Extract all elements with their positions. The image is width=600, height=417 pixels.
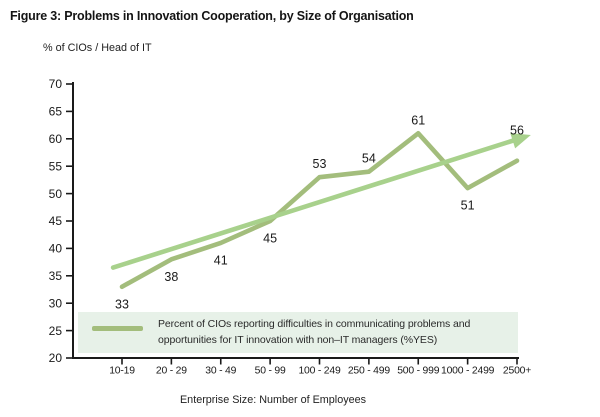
y-tick-label: 60 bbox=[49, 132, 63, 146]
y-tick-label: 40 bbox=[49, 242, 63, 256]
legend-label-line1: Percent of CIOs reporting difficulties i… bbox=[158, 318, 471, 330]
data-series-line bbox=[119, 131, 520, 290]
x-tick-label: 250 - 499 bbox=[348, 366, 391, 377]
y-tick-label: 45 bbox=[49, 214, 63, 228]
figure-title: Figure 3: Problems in Innovation Coopera… bbox=[10, 9, 414, 23]
y-tick-label: 30 bbox=[49, 296, 63, 310]
legend: Percent of CIOs reporting difficulties i… bbox=[78, 312, 518, 353]
x-tick-label: 50 - 99 bbox=[255, 366, 286, 377]
x-tick-label: 100 - 249 bbox=[298, 366, 341, 377]
x-tick-label: 1000 - 2499 bbox=[441, 366, 495, 377]
point-value-label: 41 bbox=[214, 253, 228, 267]
y-tick-label: 20 bbox=[49, 351, 63, 365]
point-value-label: 38 bbox=[164, 270, 178, 284]
y-tick-label: 65 bbox=[49, 105, 63, 119]
x-axis-title: Enterprise Size: Number of Employees bbox=[179, 394, 367, 406]
legend-label-line2: opportunities for IT innovation with non… bbox=[158, 333, 438, 346]
y-tick-label: 55 bbox=[49, 159, 63, 173]
y-axis-unit-label: % of CIOs / Head of IT bbox=[43, 42, 152, 54]
point-value-label: 61 bbox=[411, 113, 425, 127]
y-tick-label: 25 bbox=[49, 324, 63, 338]
legend-line-sample bbox=[92, 326, 143, 331]
x-tick-label: 500 - 999 bbox=[397, 366, 440, 377]
y-tick-label: 35 bbox=[49, 269, 63, 283]
x-tick-label: 30 - 49 bbox=[205, 366, 236, 377]
y-tick-label: 70 bbox=[49, 77, 63, 91]
point-value-label: 33 bbox=[115, 297, 129, 311]
trend-arrow-head bbox=[510, 133, 531, 149]
x-tick-label: 10-19 bbox=[109, 366, 135, 377]
point-value-label: 56 bbox=[510, 124, 524, 138]
x-tick-label: 2500+ bbox=[503, 366, 531, 377]
y-tick-label: 50 bbox=[49, 187, 63, 201]
point-value-label: 53 bbox=[313, 157, 327, 171]
x-tick-label: 20 - 29 bbox=[156, 366, 187, 377]
trend-arrow-shaft bbox=[110, 137, 519, 270]
legend-label: Percent of CIOs reporting difficulties i… bbox=[158, 317, 470, 349]
point-value-label: 54 bbox=[362, 152, 376, 166]
point-value-label: 51 bbox=[461, 199, 475, 213]
point-value-label: 45 bbox=[263, 232, 277, 246]
